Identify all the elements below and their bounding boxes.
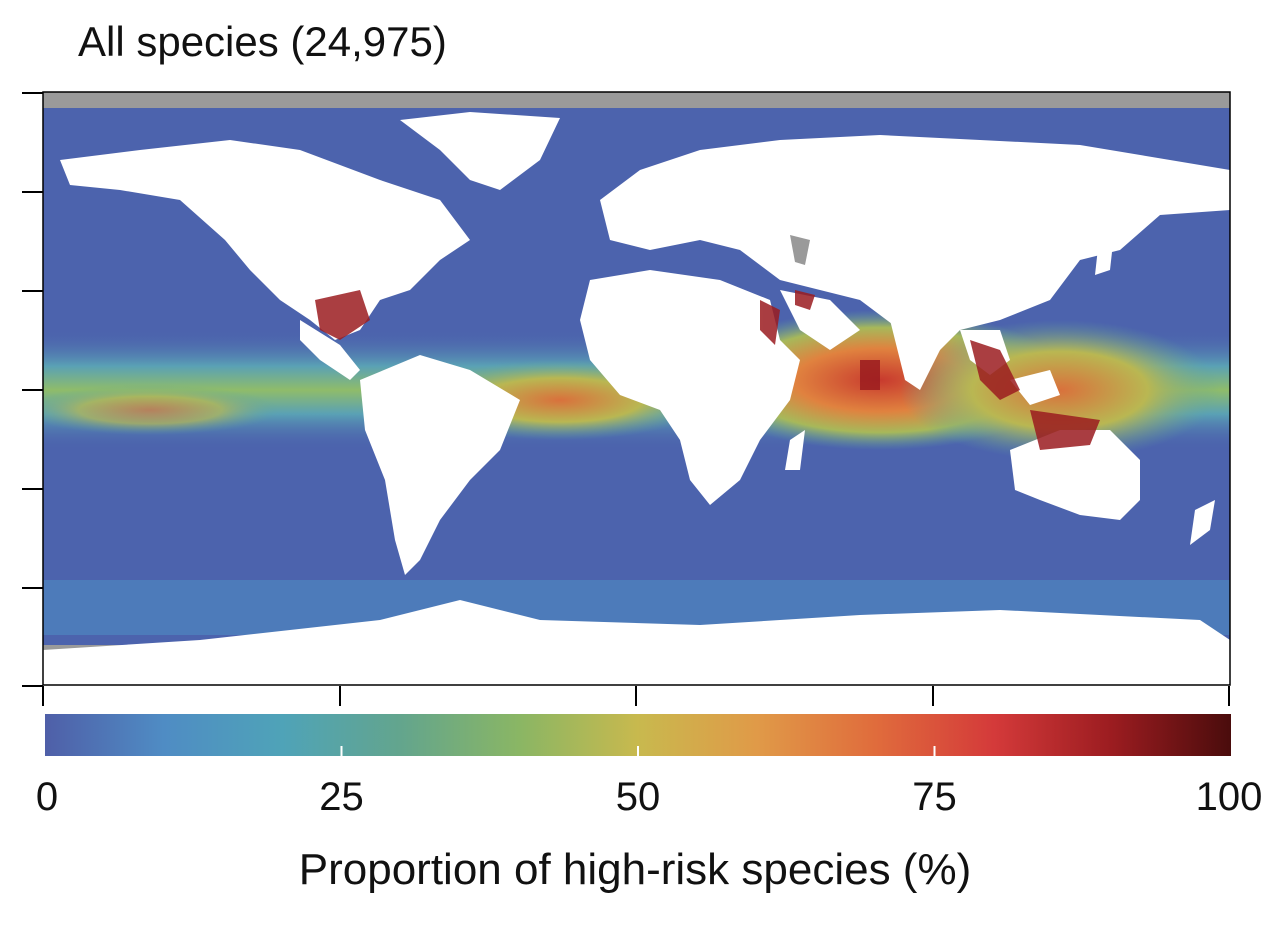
colorbar-tick-label-50: 50 bbox=[615, 775, 661, 819]
greenland bbox=[400, 112, 560, 190]
australia bbox=[1010, 430, 1140, 520]
map-axis-ticks bbox=[22, 92, 1230, 706]
madagascar bbox=[785, 430, 805, 470]
uk bbox=[610, 185, 630, 220]
map-layers bbox=[43, 92, 1230, 685]
colorbar-title: Proportion of high-risk species (%) bbox=[298, 845, 972, 894]
antarctica bbox=[43, 600, 1230, 685]
colorbar-tick-label-75: 75 bbox=[912, 775, 957, 819]
landmasses bbox=[43, 112, 1230, 685]
caspian-sea bbox=[790, 235, 810, 265]
colorbar-tick-label-25: 25 bbox=[319, 775, 364, 819]
central-america bbox=[300, 320, 360, 380]
colorbar-ticks bbox=[340, 746, 936, 756]
colorbar-tick-label-0: 0 bbox=[35, 775, 59, 819]
map-title: All species (24,975) bbox=[78, 18, 447, 65]
africa bbox=[580, 270, 800, 505]
map-frame bbox=[42, 91, 1231, 686]
east-pacific-band bbox=[43, 385, 280, 435]
eurasia bbox=[600, 135, 1230, 360]
coastal-hotspots bbox=[315, 290, 1100, 450]
indonesia bbox=[1010, 370, 1060, 405]
colorbar-tick-label-100: 100 bbox=[1195, 775, 1263, 819]
north-america bbox=[60, 140, 470, 340]
arctic-no-data bbox=[43, 92, 1230, 108]
new-zealand bbox=[1190, 500, 1215, 545]
south-america bbox=[360, 355, 520, 575]
japan bbox=[1095, 225, 1115, 275]
india bbox=[890, 320, 945, 390]
